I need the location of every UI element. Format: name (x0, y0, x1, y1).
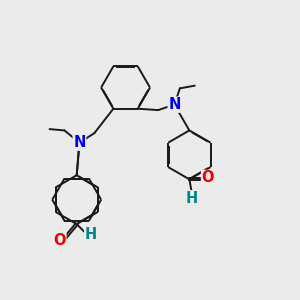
Text: H: H (85, 227, 97, 242)
Text: N: N (73, 135, 86, 150)
Text: O: O (202, 170, 214, 185)
Text: O: O (53, 233, 66, 248)
Text: N: N (168, 97, 181, 112)
Text: H: H (186, 191, 198, 206)
